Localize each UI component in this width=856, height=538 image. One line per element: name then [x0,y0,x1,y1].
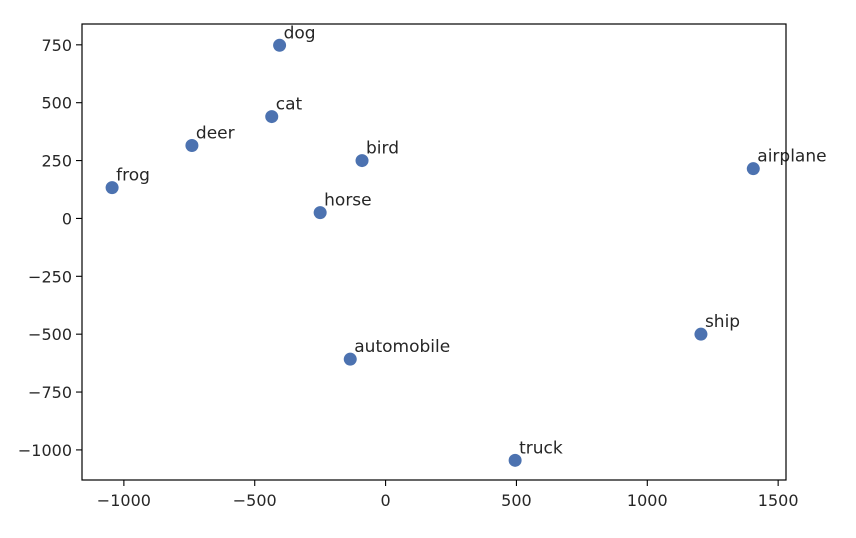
x-tick-label: 500 [501,491,532,510]
data-point-automobile [343,352,357,366]
y-tick-label: −750 [28,383,72,402]
data-label-horse: horse [324,191,371,211]
data-point-dog [273,38,287,52]
data-label-dog: dog [284,23,316,43]
data-points [105,38,760,467]
x-tick-label: −500 [233,491,277,510]
data-point-deer [185,139,199,153]
data-label-cat: cat [276,95,303,115]
y-tick-label: 750 [41,36,72,55]
data-label-truck: truck [519,438,563,458]
data-label-frog: frog [116,166,150,186]
x-tick-label: 1000 [627,491,668,510]
data-point-horse [313,206,327,220]
data-point-airplane [746,162,760,176]
y-tick-label: 0 [62,209,72,228]
x-axis: −1000 −500 0 500 1000 1500 [97,480,799,510]
x-tick-label: 1500 [758,491,799,510]
y-tick-label: −1000 [18,441,72,460]
data-label-automobile: automobile [354,337,450,357]
data-label-ship: ship [705,312,740,332]
y-tick-label: −250 [28,267,72,286]
y-axis: 750 500 250 0 −250 −500 −750 −1000 [18,36,82,460]
data-label-bird: bird [366,139,399,159]
data-point-bird [355,154,369,168]
data-labels: dog cat deer bird frog horse airplane ship autom… [116,23,826,458]
x-tick-label: 0 [380,491,390,510]
plot-area-frame [81,23,787,481]
data-label-airplane: airplane [757,147,826,167]
y-tick-label: 250 [41,152,72,171]
data-label-deer: deer [196,124,235,144]
x-tick-label: −1000 [97,491,151,510]
y-tick-label: 500 [41,94,72,113]
y-tick-label: −500 [28,325,72,344]
data-point-ship [694,327,708,341]
data-point-frog [105,181,119,195]
data-point-cat [265,110,279,124]
data-point-truck [508,453,522,467]
